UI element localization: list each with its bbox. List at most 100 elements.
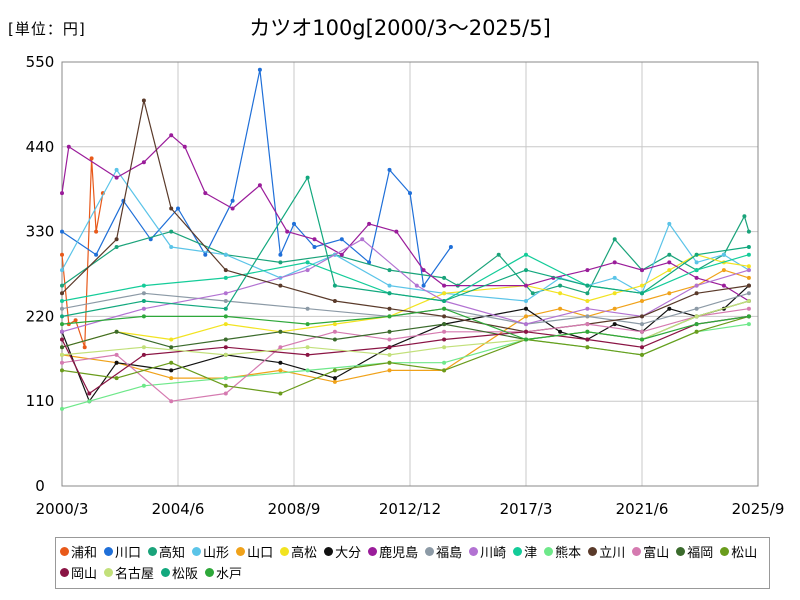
legend-label: 名古屋	[115, 567, 155, 582]
series-line-17	[62, 315, 749, 395]
data-point	[746, 291, 751, 296]
data-point	[558, 283, 563, 288]
data-point	[524, 314, 528, 319]
x-tick-label: 2025/9	[732, 500, 785, 518]
data-point	[285, 229, 290, 234]
data-point	[305, 268, 310, 273]
data-point	[114, 167, 119, 172]
legend-marker-icon	[425, 547, 435, 556]
data-point	[332, 379, 337, 384]
data-point	[60, 406, 64, 411]
data-point	[305, 345, 310, 350]
y-tick-label: 110	[26, 392, 55, 410]
data-point	[141, 345, 146, 350]
data-point	[746, 283, 751, 288]
data-point	[558, 329, 563, 334]
data-point	[408, 191, 412, 196]
data-point	[721, 268, 726, 273]
data-point	[746, 252, 751, 257]
data-point	[387, 345, 392, 350]
data-point	[89, 156, 94, 161]
legend-label: 山口	[247, 546, 274, 561]
data-point	[60, 283, 64, 288]
data-point	[558, 306, 563, 311]
legend-item: 大分	[324, 541, 361, 562]
data-point	[305, 306, 310, 311]
data-point	[87, 399, 92, 404]
data-point	[442, 275, 447, 280]
data-point	[585, 306, 590, 311]
data-point	[585, 314, 590, 319]
legend-item: 松阪	[161, 562, 198, 583]
x-tick-label: 2000/3	[36, 500, 89, 518]
data-point	[176, 206, 180, 211]
legend-label: 富山	[643, 546, 670, 561]
data-point	[339, 252, 344, 257]
data-point	[524, 283, 528, 288]
series-line-19	[62, 177, 749, 317]
data-point	[278, 368, 283, 373]
data-point	[169, 376, 174, 381]
data-point	[332, 376, 337, 381]
data-point	[585, 329, 590, 334]
data-point	[442, 345, 447, 350]
data-point	[667, 291, 672, 296]
data-point	[421, 283, 426, 288]
data-point	[612, 322, 617, 327]
data-point	[60, 191, 64, 196]
data-point	[305, 368, 310, 373]
chart-title: カツオ100g[2000/3～2025/5]	[249, 16, 551, 40]
data-point	[387, 167, 392, 172]
data-point	[230, 206, 235, 211]
data-point	[141, 283, 146, 288]
data-point	[257, 67, 262, 72]
data-point	[667, 252, 672, 257]
data-point	[332, 299, 337, 303]
data-point	[585, 299, 590, 303]
data-point	[387, 268, 392, 273]
data-point	[60, 314, 64, 319]
data-point	[114, 376, 119, 381]
legend-label: 高知	[159, 546, 186, 561]
data-point	[524, 252, 528, 257]
legend-label: 川崎	[480, 546, 507, 561]
data-point	[585, 337, 590, 342]
data-point	[305, 322, 310, 327]
data-point	[640, 314, 644, 319]
legend-marker-icon	[236, 547, 246, 556]
legend-item: 岡山	[60, 562, 97, 583]
legend-label: 浦和	[71, 546, 98, 561]
legend-item: 福岡	[676, 541, 713, 562]
data-point	[60, 352, 64, 357]
y-tick-label: 550	[26, 53, 55, 71]
legend-label: 川口	[115, 546, 142, 561]
data-point	[230, 198, 235, 203]
data-point	[332, 368, 337, 373]
legend-label: 立川	[599, 546, 626, 561]
data-point	[223, 275, 228, 280]
data-point	[558, 291, 563, 296]
data-point	[530, 291, 535, 296]
data-point	[223, 391, 228, 396]
data-point	[169, 229, 174, 234]
data-point	[746, 299, 751, 303]
data-point	[203, 252, 208, 257]
data-point	[442, 314, 447, 319]
data-point	[332, 283, 337, 288]
legend-item: 川口	[104, 541, 141, 562]
data-point	[640, 299, 644, 303]
legend-item: 熊本	[544, 541, 581, 562]
data-point	[742, 214, 747, 219]
data-point	[667, 221, 672, 226]
legend-item: 鹿児島	[368, 541, 418, 562]
data-point	[141, 352, 146, 357]
x-tick-label: 2008/9	[268, 500, 321, 518]
data-point	[278, 345, 283, 350]
data-point	[223, 383, 228, 388]
legend-label: 水戸	[216, 567, 243, 582]
data-point	[694, 314, 699, 319]
data-point	[257, 183, 262, 188]
data-point	[305, 175, 310, 180]
data-point	[612, 306, 617, 311]
data-point	[585, 291, 590, 296]
